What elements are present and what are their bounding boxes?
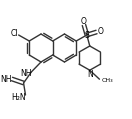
Text: O: O: [81, 17, 87, 25]
Text: Cl: Cl: [11, 30, 18, 39]
Text: N: N: [87, 70, 93, 79]
Text: S: S: [84, 30, 89, 40]
Text: CH₃: CH₃: [101, 78, 113, 83]
Text: NH: NH: [0, 74, 12, 84]
Text: O: O: [97, 27, 103, 37]
Text: NH: NH: [21, 69, 32, 77]
Text: H₂N: H₂N: [11, 92, 26, 102]
